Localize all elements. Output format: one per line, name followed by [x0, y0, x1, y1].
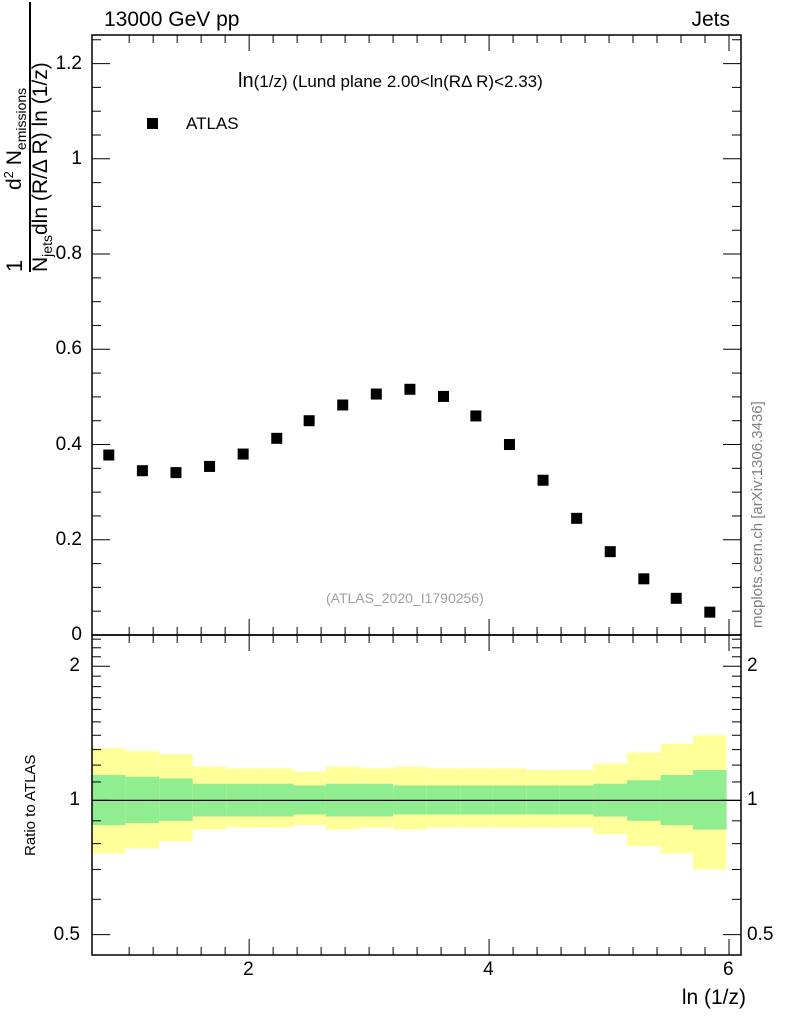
upper-ytick-label: 0.6 [55, 338, 82, 360]
atlas-data-point [638, 573, 650, 585]
ratio-ytick-label-left: 0.5 [53, 923, 80, 945]
atlas-data-point [670, 592, 682, 604]
data-points [103, 383, 716, 618]
atlas-data-point [271, 432, 283, 444]
upper-ytick-label: 1.2 [55, 52, 82, 74]
atlas-data-point [503, 439, 515, 451]
ylabel-numerator: d2 Nemissions [1, 87, 30, 190]
upper-ytick-label: 1 [71, 147, 82, 169]
atlas-data-point [204, 460, 216, 472]
title-main: ln [238, 70, 254, 92]
plot-title: ln(1/z) (Lund plane 2.00<ln(RΔ R)<2.33) [238, 70, 543, 93]
atlas-data-point [170, 467, 182, 479]
x-tick-label: 6 [723, 959, 734, 980]
atlas-data-point [704, 606, 716, 618]
inner-band-bin [159, 778, 193, 821]
ratio-ytick-label-left: 2 [69, 655, 80, 677]
process-label: Jets [691, 8, 730, 31]
title-rest: (Lund plane 2.00<ln(RΔ R)<2.33) [287, 72, 543, 91]
ratio-ylabel: Ratio to ATLAS [22, 754, 39, 856]
ylabel-one: 1 [2, 259, 27, 272]
atlas-data-point [537, 474, 549, 486]
ratio-ytick-label-left: 1 [69, 789, 80, 811]
atlas-data-point [571, 512, 583, 524]
legend-label-atlas: ATLAS [186, 114, 239, 133]
atlas-data-point [136, 465, 148, 477]
ratio-ytick-label-right: 0.5 [747, 923, 774, 945]
atlas-data-point [604, 546, 616, 558]
atlas-data-point [103, 449, 115, 461]
atlas-data-point [437, 390, 449, 402]
title-sub: (1/z) [253, 72, 288, 91]
ylabel-num-sub: emissions [13, 87, 30, 151]
ylabel-denominator: Njetsdln (R/Δ R) ln (1/z) [29, 62, 56, 272]
lower-frame [91, 634, 742, 956]
upper-ytick-label: 0.8 [55, 243, 82, 265]
atlas-data-point [237, 448, 249, 460]
axis-ticks [92, 35, 741, 955]
atlas-data-point [337, 399, 349, 411]
ratio-bands [92, 735, 727, 870]
ylabel-den-sub: jets [39, 235, 56, 257]
legend-marker-atlas [147, 118, 158, 129]
ylabel-num-main: N [3, 150, 26, 172]
upper-ytick-label: 0.4 [55, 433, 82, 455]
ylabel-num-sup: 2 [1, 171, 16, 179]
ratio-ytick-label-right: 1 [747, 789, 758, 811]
x-tick-label: 4 [483, 959, 494, 980]
upper-ytick-label: 0 [71, 624, 82, 645]
ylabel-num-d: d [3, 178, 26, 190]
x-axis-label: ln (1/z) [681, 986, 746, 1009]
plot-frames [91, 34, 742, 956]
atlas-data-point [370, 388, 382, 400]
atlas-data-point [470, 410, 482, 422]
ratio-ytick-label-right: 2 [747, 655, 758, 677]
energy-label: 13000 GeV pp [104, 8, 240, 31]
ylabel-den-n: N [29, 256, 52, 272]
upper-ytick-label: 0.2 [55, 528, 82, 550]
mcplots-credit: mcplots.cern.ch [arXiv:1306.3436] [749, 401, 766, 628]
x-tick-label: 2 [243, 959, 254, 980]
analysis-watermark: (ATLAS_2020_I1790256) [326, 590, 484, 606]
atlas-data-point [404, 383, 416, 395]
ylabel-den-rest: dln (R/Δ R) ln (1/z) [29, 62, 52, 236]
atlas-data-point [303, 415, 315, 427]
